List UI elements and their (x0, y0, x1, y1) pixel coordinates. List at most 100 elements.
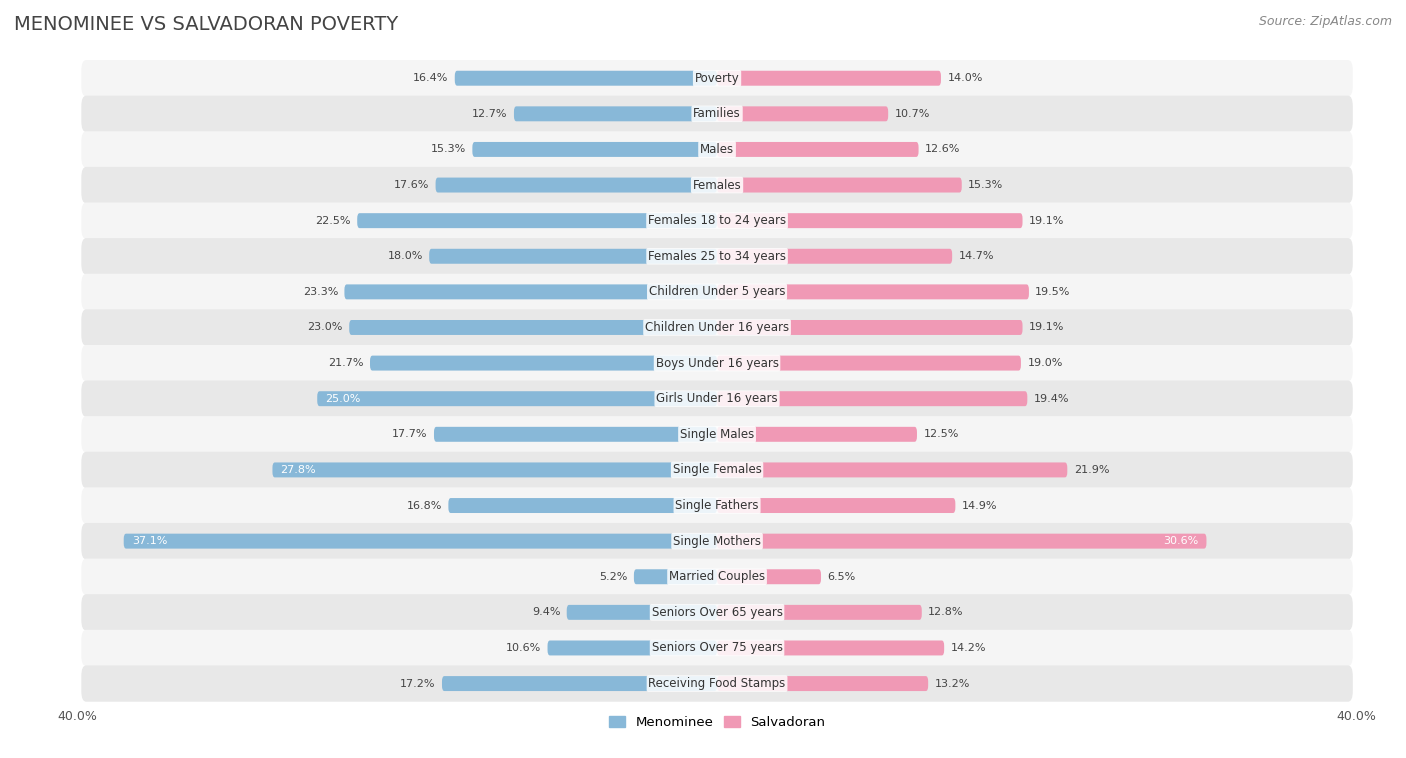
FancyBboxPatch shape (717, 534, 1206, 549)
FancyBboxPatch shape (717, 284, 1029, 299)
FancyBboxPatch shape (273, 462, 717, 478)
FancyBboxPatch shape (717, 177, 962, 193)
Text: Single Males: Single Males (681, 428, 754, 441)
Text: 16.4%: 16.4% (413, 74, 449, 83)
Text: 14.0%: 14.0% (948, 74, 983, 83)
FancyBboxPatch shape (82, 666, 1353, 702)
FancyBboxPatch shape (82, 452, 1353, 488)
Text: 9.4%: 9.4% (531, 607, 561, 617)
Text: 25.0%: 25.0% (325, 393, 360, 404)
FancyBboxPatch shape (441, 676, 717, 691)
FancyBboxPatch shape (82, 309, 1353, 346)
FancyBboxPatch shape (634, 569, 717, 584)
FancyBboxPatch shape (82, 167, 1353, 203)
Text: 13.2%: 13.2% (935, 678, 970, 688)
Text: 10.7%: 10.7% (894, 109, 929, 119)
FancyBboxPatch shape (82, 274, 1353, 310)
Text: Girls Under 16 years: Girls Under 16 years (657, 392, 778, 406)
Text: Receiving Food Stamps: Receiving Food Stamps (648, 677, 786, 690)
FancyBboxPatch shape (717, 249, 952, 264)
Text: Males: Males (700, 143, 734, 156)
FancyBboxPatch shape (82, 345, 1353, 381)
Text: 14.2%: 14.2% (950, 643, 986, 653)
FancyBboxPatch shape (717, 462, 1067, 478)
FancyBboxPatch shape (82, 131, 1353, 168)
FancyBboxPatch shape (429, 249, 717, 264)
FancyBboxPatch shape (82, 416, 1353, 453)
FancyBboxPatch shape (717, 106, 889, 121)
Text: 37.1%: 37.1% (132, 536, 167, 546)
Text: 18.0%: 18.0% (388, 251, 423, 262)
FancyBboxPatch shape (124, 534, 717, 549)
Text: Families: Families (693, 108, 741, 121)
Text: 16.8%: 16.8% (406, 500, 441, 511)
Text: 5.2%: 5.2% (599, 572, 627, 581)
Text: 14.9%: 14.9% (962, 500, 997, 511)
Text: 19.0%: 19.0% (1028, 358, 1063, 368)
FancyBboxPatch shape (717, 70, 941, 86)
FancyBboxPatch shape (82, 96, 1353, 132)
FancyBboxPatch shape (717, 605, 922, 620)
FancyBboxPatch shape (436, 177, 717, 193)
Text: 22.5%: 22.5% (315, 216, 352, 226)
Text: Females 25 to 34 years: Females 25 to 34 years (648, 250, 786, 263)
Text: 19.4%: 19.4% (1033, 393, 1069, 404)
Text: Females: Females (693, 179, 741, 192)
FancyBboxPatch shape (82, 594, 1353, 631)
Text: 12.6%: 12.6% (925, 145, 960, 155)
Text: 10.6%: 10.6% (506, 643, 541, 653)
FancyBboxPatch shape (717, 142, 918, 157)
FancyBboxPatch shape (82, 523, 1353, 559)
Text: Females 18 to 24 years: Females 18 to 24 years (648, 215, 786, 227)
FancyBboxPatch shape (82, 559, 1353, 595)
Text: Single Fathers: Single Fathers (675, 499, 759, 512)
Text: 21.9%: 21.9% (1074, 465, 1109, 475)
Text: 23.0%: 23.0% (308, 322, 343, 333)
FancyBboxPatch shape (82, 60, 1353, 96)
Text: Poverty: Poverty (695, 72, 740, 85)
FancyBboxPatch shape (717, 213, 1022, 228)
FancyBboxPatch shape (82, 202, 1353, 239)
Text: 15.3%: 15.3% (969, 180, 1004, 190)
Text: Seniors Over 65 years: Seniors Over 65 years (651, 606, 783, 619)
FancyBboxPatch shape (82, 238, 1353, 274)
Text: Children Under 5 years: Children Under 5 years (648, 285, 786, 299)
FancyBboxPatch shape (82, 630, 1353, 666)
FancyBboxPatch shape (717, 427, 917, 442)
FancyBboxPatch shape (717, 498, 955, 513)
Text: Source: ZipAtlas.com: Source: ZipAtlas.com (1258, 15, 1392, 28)
Text: 12.8%: 12.8% (928, 607, 963, 617)
FancyBboxPatch shape (370, 356, 717, 371)
Text: 19.1%: 19.1% (1029, 322, 1064, 333)
Legend: Menominee, Salvadoran: Menominee, Salvadoran (603, 710, 831, 734)
Text: Single Females: Single Females (672, 463, 762, 477)
FancyBboxPatch shape (717, 391, 1028, 406)
FancyBboxPatch shape (454, 70, 717, 86)
Text: 14.7%: 14.7% (959, 251, 994, 262)
FancyBboxPatch shape (472, 142, 717, 157)
Text: MENOMINEE VS SALVADORAN POVERTY: MENOMINEE VS SALVADORAN POVERTY (14, 15, 398, 34)
FancyBboxPatch shape (717, 320, 1022, 335)
FancyBboxPatch shape (357, 213, 717, 228)
Text: Single Mothers: Single Mothers (673, 534, 761, 547)
FancyBboxPatch shape (717, 676, 928, 691)
Text: 23.3%: 23.3% (302, 287, 337, 297)
Text: Married Couples: Married Couples (669, 570, 765, 583)
FancyBboxPatch shape (318, 391, 717, 406)
Text: 12.7%: 12.7% (472, 109, 508, 119)
FancyBboxPatch shape (567, 605, 717, 620)
Text: 19.5%: 19.5% (1035, 287, 1071, 297)
FancyBboxPatch shape (547, 641, 717, 656)
Text: 15.3%: 15.3% (430, 145, 465, 155)
FancyBboxPatch shape (82, 487, 1353, 524)
Text: Seniors Over 75 years: Seniors Over 75 years (651, 641, 783, 654)
Text: Children Under 16 years: Children Under 16 years (645, 321, 789, 334)
FancyBboxPatch shape (717, 641, 945, 656)
FancyBboxPatch shape (515, 106, 717, 121)
Text: 19.1%: 19.1% (1029, 216, 1064, 226)
FancyBboxPatch shape (717, 569, 821, 584)
Text: Boys Under 16 years: Boys Under 16 years (655, 356, 779, 370)
Text: 12.5%: 12.5% (924, 429, 959, 440)
Text: 6.5%: 6.5% (827, 572, 856, 581)
FancyBboxPatch shape (344, 284, 717, 299)
